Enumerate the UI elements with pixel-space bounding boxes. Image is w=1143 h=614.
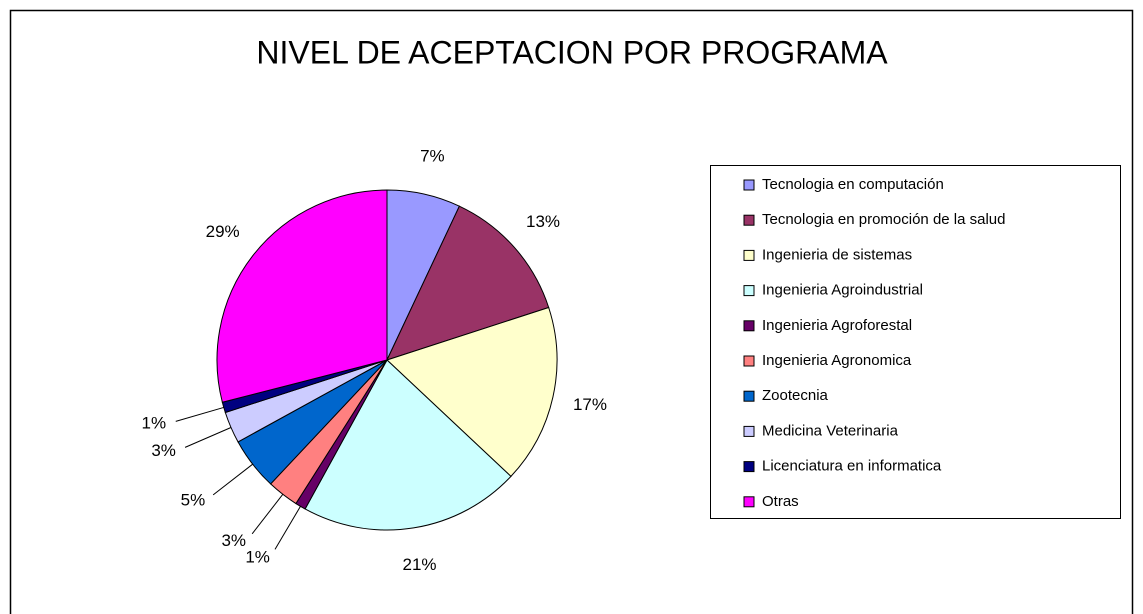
legend-label: Ingenieria Agroindustrial	[762, 282, 923, 299]
legend-swatch	[743, 320, 755, 332]
legend-label: Tecnologia en promoción de la salud	[762, 211, 1006, 228]
pie-slice	[216, 189, 388, 403]
data-label: 5%	[181, 490, 206, 509]
leader-line	[251, 494, 284, 535]
legend-label: Ingenieria Agroforestal	[762, 317, 912, 334]
leader-line	[175, 406, 224, 422]
leader-line	[184, 427, 232, 448]
legend-label: Licenciatura en informatica	[762, 458, 942, 475]
pie-slice	[304, 359, 512, 531]
legend-label: Medicina Veterinaria	[762, 422, 899, 439]
legend-swatch	[743, 249, 755, 261]
legend-swatch	[743, 461, 755, 473]
data-label: 21%	[403, 555, 437, 574]
chart-title: NIVEL DE ACEPTACION POR PROGRAMA	[256, 34, 888, 70]
data-label: 29%	[206, 222, 240, 241]
legend-swatch	[743, 179, 755, 191]
leader-line	[274, 506, 301, 550]
legend-swatch	[743, 425, 755, 437]
legend-swatch	[743, 355, 755, 367]
legend-box	[710, 165, 1121, 519]
data-label: 13%	[526, 212, 560, 231]
legend-label: Ingenieria de sistemas	[762, 246, 912, 263]
pie-slice	[386, 205, 550, 361]
legend-swatch	[743, 214, 755, 226]
legend-swatch	[743, 496, 755, 508]
legend-swatch	[743, 285, 755, 297]
legend-swatch	[743, 390, 755, 402]
leader-line	[212, 463, 253, 496]
data-label: 3%	[221, 531, 246, 550]
legend-label: Ingenieria Agronomica	[762, 352, 912, 369]
pie-slice	[386, 306, 558, 478]
data-label: 1%	[142, 414, 167, 433]
data-label: 3%	[151, 441, 176, 460]
data-label: 1%	[245, 547, 270, 566]
data-label: 17%	[573, 395, 607, 414]
data-label: 7%	[420, 146, 445, 165]
legend-label: Otras	[762, 493, 799, 510]
legend-label: Tecnologia en computación	[762, 176, 944, 193]
legend-label: Zootecnia	[762, 387, 829, 404]
